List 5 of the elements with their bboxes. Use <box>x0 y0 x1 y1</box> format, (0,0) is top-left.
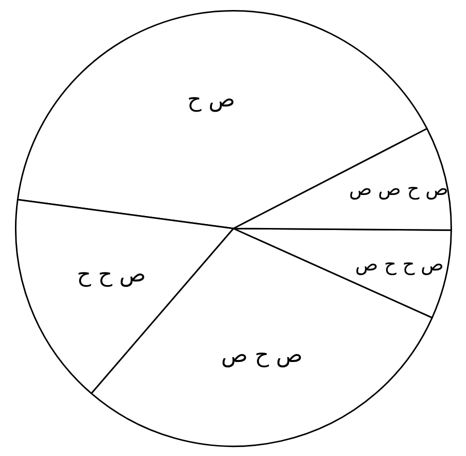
slice-label: ص ح ح ص <box>355 254 444 276</box>
slice-label: ص ح ح <box>76 262 146 288</box>
slice-label: ص ح ص ص <box>349 178 448 200</box>
slice-label: ص ح ص <box>221 343 303 368</box>
slice-label: ص ح <box>187 88 236 113</box>
